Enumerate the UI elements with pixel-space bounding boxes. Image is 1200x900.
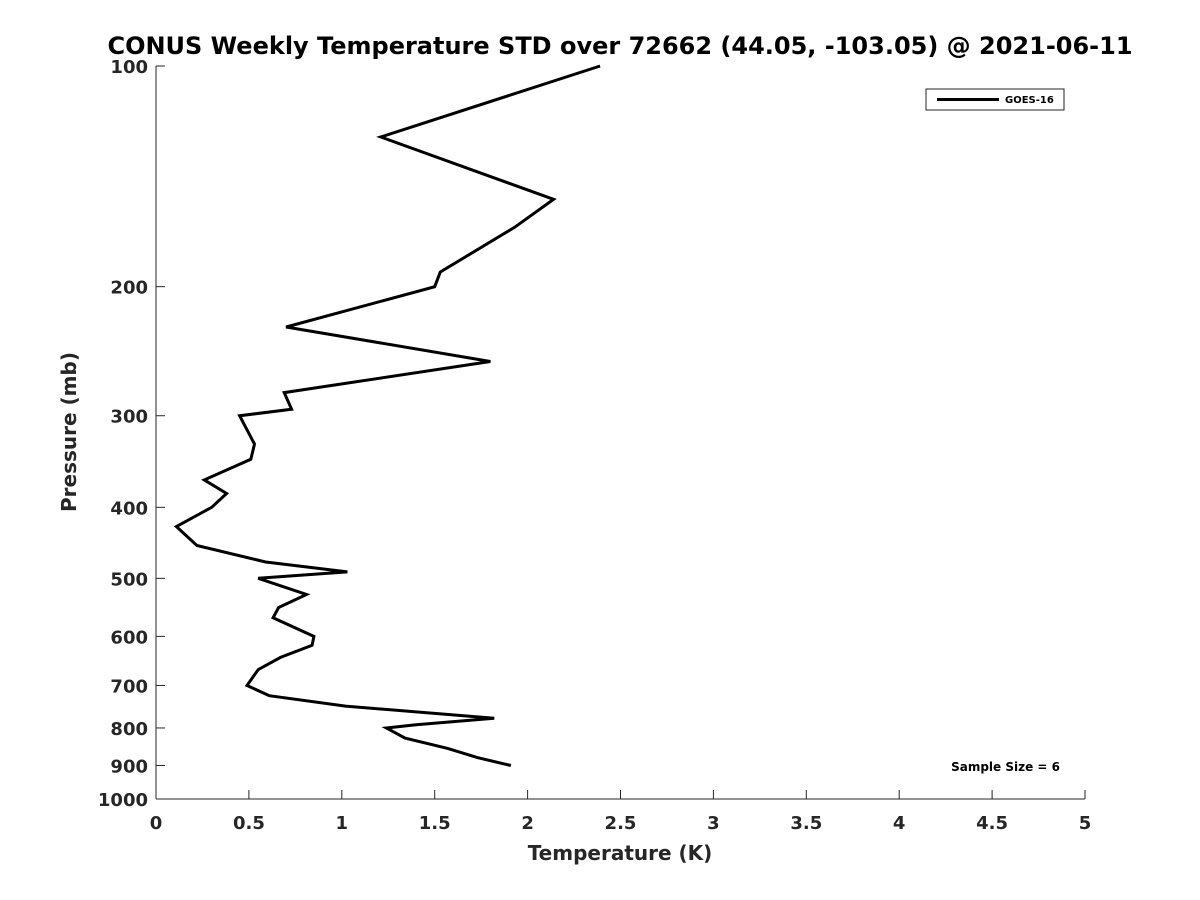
legend: GOES-16 — [925, 88, 1065, 111]
plot-area: 0 0.5 1 1.5 2 2.5 3 3.5 4 4.5 5 100 200 300 400 500 600… — [98, 57, 1091, 834]
y-tick-label: 400 — [110, 498, 148, 519]
sample-size-annotation: Sample Size = 6 — [951, 760, 1060, 774]
series-layer — [173, 64, 601, 767]
x-tick-label: 2 — [521, 813, 534, 834]
y-tick-label: 900 — [110, 756, 148, 777]
x-tick-label: 5 — [1079, 813, 1092, 834]
x-tick-label: 3.5 — [790, 813, 822, 834]
series-line-goes-16 — [173, 64, 601, 767]
y-tick-label: 100 — [110, 57, 148, 78]
y-axis-label: Pressure (mb) — [57, 352, 81, 512]
x-axis-label: Temperature (K) — [528, 841, 713, 865]
y-tick-label: 800 — [110, 719, 148, 740]
y-tick-label: 500 — [110, 569, 148, 590]
x-tick-label: 1.5 — [419, 813, 451, 834]
chart-title: CONUS Weekly Temperature STD over 72662 … — [107, 32, 1132, 60]
y-tick-label: 700 — [110, 676, 148, 697]
x-tick-label: 4 — [893, 813, 906, 834]
y-tick-label: 600 — [110, 627, 148, 648]
legend-label-goes-16: GOES-16 — [1005, 95, 1054, 106]
x-tick-label: 0.5 — [233, 813, 265, 834]
x-tick-label: 4.5 — [976, 813, 1008, 834]
x-tick-label: 2.5 — [605, 813, 637, 834]
y-ticks: 100 200 300 400 500 600 700 800 900 1000 — [98, 57, 165, 811]
x-tick-label: 1 — [336, 813, 349, 834]
y-tick-label: 200 — [110, 278, 148, 299]
x-tick-label: 0 — [150, 813, 163, 834]
x-tick-label: 3 — [707, 813, 720, 834]
y-tick-label: 1000 — [98, 790, 148, 811]
y-tick-label: 300 — [110, 407, 148, 428]
x-ticks: 0 0.5 1 1.5 2 2.5 3 3.5 4 4.5 5 — [150, 790, 1092, 834]
